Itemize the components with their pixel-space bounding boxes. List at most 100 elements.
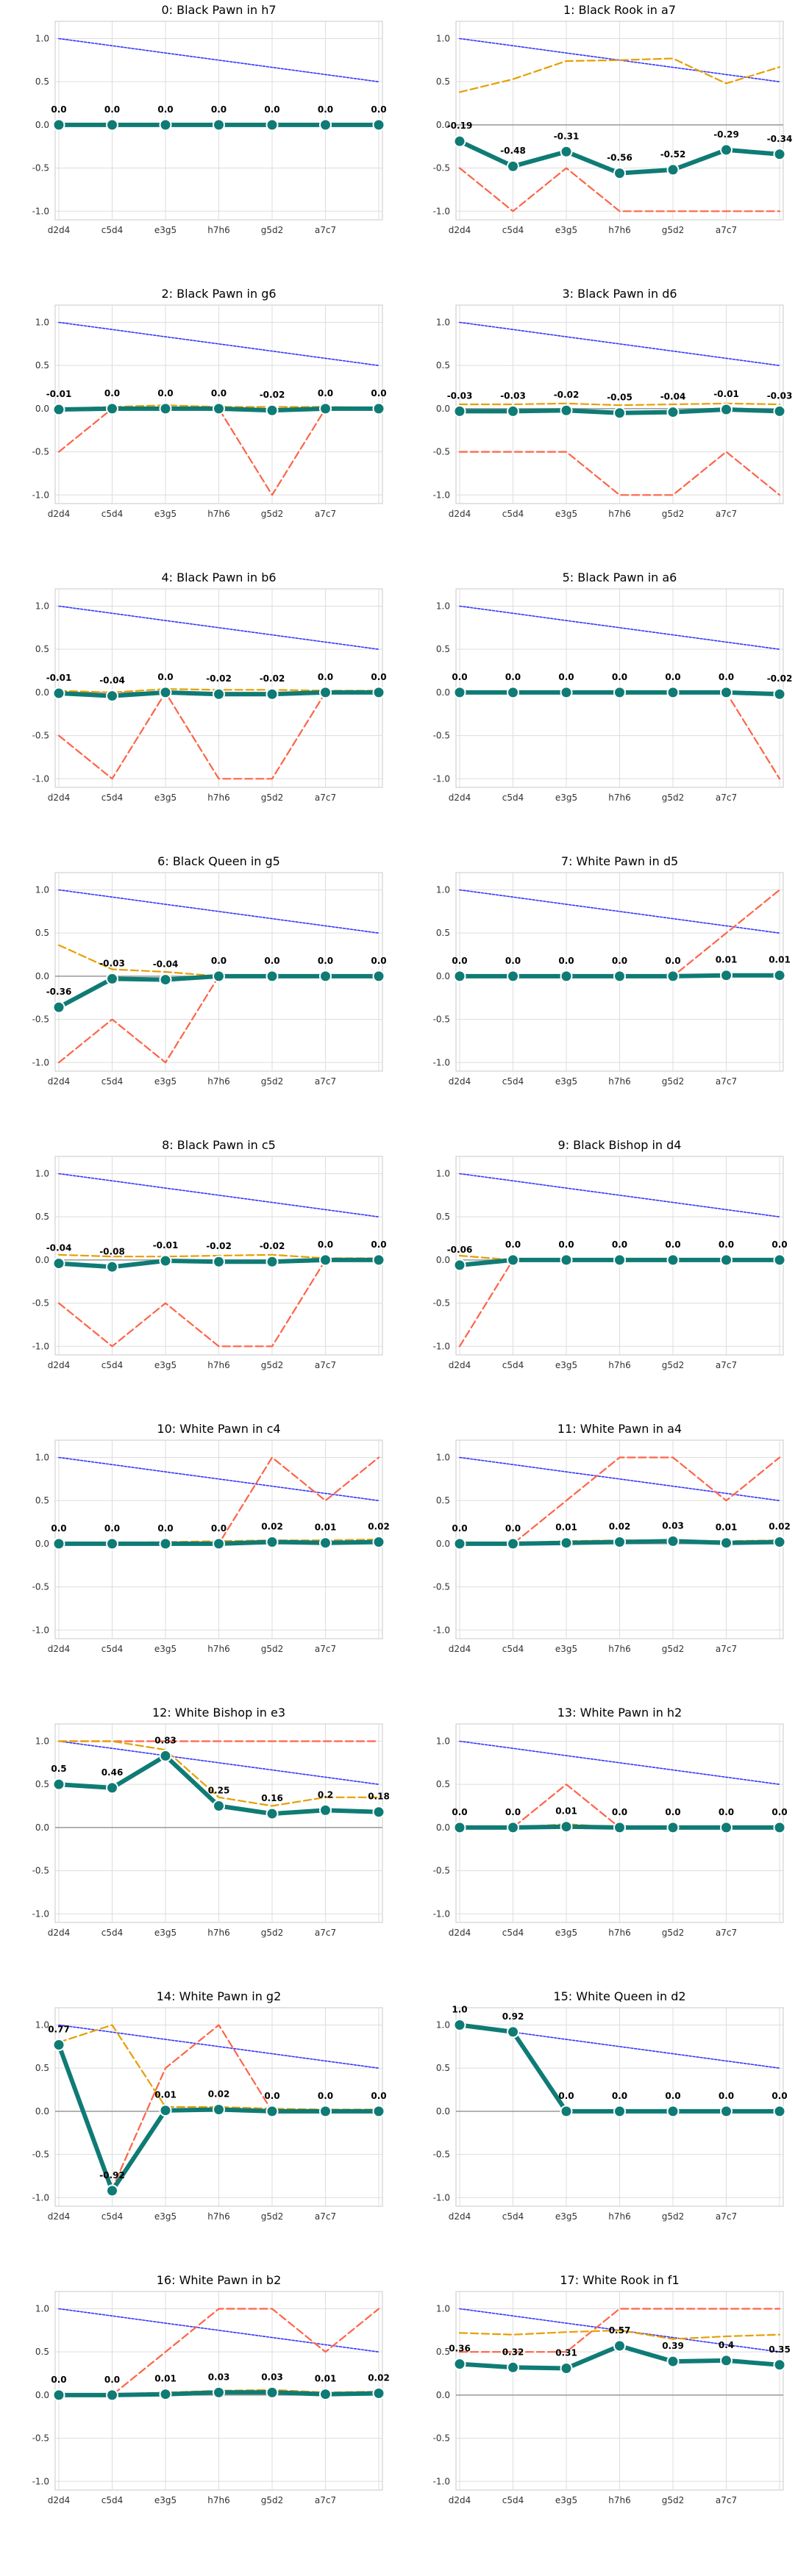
- y-tick-label: 0.0: [436, 2106, 450, 2117]
- blue-dotted-line: [58, 2308, 379, 2353]
- x-tick-label: d2d4: [48, 509, 71, 519]
- x-tick-label: e3g5: [555, 509, 577, 519]
- data-point: [372, 686, 385, 699]
- x-tick-label: g5d2: [261, 1644, 284, 1654]
- data-label: 0.0: [318, 672, 333, 682]
- chart-panel-8: 8: Black Pawn in c5 1.0 0.5 0.0 -0.5 -1.0 d2d4…: [32, 1138, 387, 1370]
- x-tick-label: a7c7: [315, 1360, 336, 1370]
- data-label: 0.0: [612, 1807, 627, 1817]
- x-tick-label: a7c7: [315, 1076, 336, 1087]
- data-label: -0.02: [206, 673, 232, 684]
- data-point: [453, 2018, 466, 2031]
- y-tick-label: 1.0: [436, 601, 450, 611]
- x-tick-label: h7h6: [608, 793, 630, 803]
- chart-panel-15: 15: White Queen in d2 1.0 0.5 0.0 -0.5 -1.0 d2…: [433, 1989, 788, 2222]
- chart-panel-9: 9: Black Bishop in d4 1.0 0.5 0.0 -0.5 -1.0 d2…: [433, 1138, 788, 1370]
- chart-panel-11: 11: White Pawn in a4 1.0 0.5 0.0 -0.5 -1.0 d2d…: [433, 1422, 791, 1654]
- x-tick-label: h7h6: [207, 1644, 229, 1654]
- data-label: -0.02: [767, 673, 793, 684]
- blue-dotted-line: [459, 1740, 780, 1785]
- y-tick-label: 0.5: [436, 644, 450, 654]
- red-dashed-line: [458, 167, 781, 212]
- y-tick-label: -1.0: [433, 2192, 450, 2203]
- data-label: 0.0: [157, 104, 173, 115]
- x-tick-label: g5d2: [662, 2495, 685, 2505]
- data-label: 0.32: [502, 2347, 524, 2357]
- x-tick-label: a7c7: [716, 2211, 737, 2222]
- data-point: [372, 2105, 385, 2118]
- data-label: -0.52: [660, 149, 686, 160]
- y-tick-label: -1.0: [32, 1625, 49, 1635]
- data-label: -0.05: [607, 393, 632, 403]
- x-tick-label: g5d2: [662, 1644, 685, 1654]
- data-label: 0.02: [261, 1522, 283, 1532]
- x-tick-label: h7h6: [207, 2211, 229, 2222]
- data-label: 0.0: [505, 672, 521, 682]
- data-point: [372, 1536, 385, 1549]
- data-label: -0.03: [767, 390, 793, 401]
- data-point: [159, 2104, 172, 2117]
- data-label: 0.0: [612, 2091, 627, 2101]
- x-tick-label: h7h6: [608, 225, 630, 235]
- x-tick-label: a7c7: [716, 1076, 737, 1087]
- data-point: [106, 1781, 118, 1795]
- data-label: -0.02: [554, 390, 580, 400]
- data-point: [213, 1255, 225, 1268]
- data-label: 0.0: [371, 104, 386, 115]
- y-tick-label: 1.0: [35, 2303, 49, 2314]
- data-label: 0.0: [51, 1523, 66, 1534]
- chart-panel-16: 16: White Pawn in b2 1.0 0.5 0.0 -0.5 -1.0 d2d…: [32, 2273, 390, 2505]
- x-tick-label: d2d4: [449, 1928, 471, 1938]
- data-label: 0.4: [719, 2340, 734, 2350]
- data-label: -0.36: [46, 987, 72, 997]
- y-tick-label: -0.5: [433, 2433, 450, 2444]
- x-tick-label: e3g5: [555, 2495, 577, 2505]
- data-label: -0.02: [206, 1241, 232, 1251]
- y-tick-label: -0.5: [433, 1298, 450, 1309]
- x-tick-label: h7h6: [608, 1076, 630, 1087]
- x-tick-label: a7c7: [716, 225, 737, 235]
- data-point: [265, 1255, 279, 1268]
- y-tick-label: 0.5: [436, 928, 450, 938]
- data-point: [507, 2025, 519, 2039]
- data-point: [106, 118, 118, 132]
- data-label: 0.92: [502, 2011, 524, 2022]
- x-tick-label: g5d2: [662, 1360, 685, 1370]
- y-tick-label: 1.0: [35, 884, 49, 895]
- x-tick-label: c5d4: [502, 2211, 524, 2222]
- data-point: [159, 2388, 172, 2401]
- data-point: [773, 148, 786, 161]
- y-tick-label: -0.5: [32, 1015, 49, 1025]
- data-point: [720, 969, 733, 982]
- x-tick-label: e3g5: [555, 793, 577, 803]
- data-label: -0.19: [447, 121, 473, 131]
- data-label: 0.0: [665, 1239, 680, 1250]
- data-label: 0.0: [157, 388, 173, 398]
- data-label: 0.0: [264, 104, 279, 115]
- data-label: 0.0: [612, 956, 627, 966]
- data-point: [372, 2387, 385, 2400]
- chart-title: 11: White Pawn in a4: [557, 1422, 682, 1436]
- chart-title: 8: Black Pawn in c5: [162, 1138, 276, 1152]
- x-tick-label: g5d2: [261, 509, 284, 519]
- x-tick-label: e3g5: [154, 1076, 177, 1087]
- data-label: 0.35: [769, 2344, 791, 2355]
- data-label: 0.0: [771, 1807, 787, 1817]
- data-label: 0.0: [211, 1523, 227, 1534]
- data-label: 0.02: [769, 1522, 791, 1532]
- chart-title: 13: White Pawn in h2: [557, 1706, 682, 1720]
- chart-panel-13: 13: White Pawn in h2 1.0 0.5 0.0 -0.5 -1.0 d2d…: [433, 1706, 788, 1938]
- data-point: [613, 2105, 626, 2118]
- x-tick-label: d2d4: [48, 1360, 71, 1370]
- data-point: [773, 404, 786, 418]
- data-point: [720, 2354, 733, 2367]
- blue-dotted-line: [459, 1173, 780, 1217]
- data-point: [159, 1537, 172, 1550]
- data-label: 0.03: [662, 1520, 684, 1531]
- data-point: [265, 2105, 279, 2118]
- y-tick-label: -0.5: [32, 2150, 49, 2160]
- data-label: 0.0: [452, 1807, 467, 1817]
- y-tick-label: -1.0: [433, 2476, 450, 2486]
- data-label: -0.29: [713, 129, 739, 140]
- x-tick-label: a7c7: [315, 1644, 336, 1654]
